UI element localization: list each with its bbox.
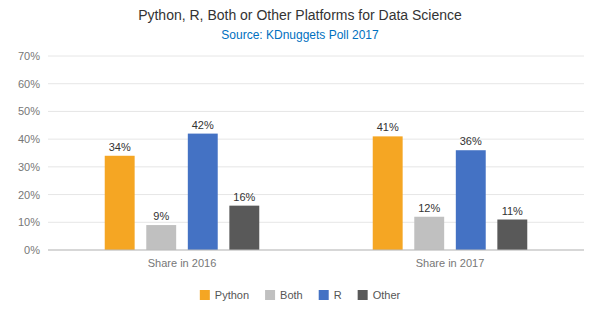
legend-swatch — [319, 290, 329, 300]
legend-label: Both — [280, 289, 303, 301]
legend-swatch — [200, 290, 210, 300]
bar — [497, 220, 527, 250]
grid — [48, 56, 584, 250]
data-label: 36% — [460, 135, 482, 147]
title: Python, R, Both or Other Platforms for D… — [138, 7, 462, 23]
bars — [105, 134, 528, 250]
data-label: 41% — [377, 121, 399, 133]
bar — [146, 225, 176, 250]
bar — [373, 136, 403, 250]
bar — [414, 217, 444, 250]
legend-label: Python — [215, 289, 249, 301]
grid-line — [48, 56, 584, 57]
y-tick-label: 70% — [18, 50, 40, 62]
bar — [188, 134, 218, 250]
bar — [456, 150, 486, 250]
grid-line — [48, 250, 584, 251]
y-tick-label: 10% — [18, 216, 40, 228]
legend-swatch — [265, 290, 275, 300]
bar — [229, 206, 259, 250]
y-tick-label: 30% — [18, 161, 40, 173]
legend-swatch — [358, 290, 368, 300]
data-labels: 34% 41% 9% 12% 42% 36% 16% 11% — [109, 119, 523, 222]
legend: Python Both R Other — [200, 289, 401, 301]
grid-line — [48, 139, 584, 140]
grid-line — [48, 111, 584, 112]
subtitle: Source: KDnuggets Poll 2017 — [221, 28, 379, 42]
data-label: 34% — [109, 141, 131, 153]
bar — [105, 156, 135, 250]
y-tick-label: 60% — [18, 78, 40, 90]
data-label: 16% — [233, 191, 255, 203]
x-axis-line — [48, 250, 584, 251]
chart: Python, R, Both or Other Platforms for D… — [0, 0, 600, 313]
y-tick-label: 50% — [18, 105, 40, 117]
y-tick-label: 0% — [24, 244, 40, 256]
legend-label: R — [334, 289, 342, 301]
data-label: 42% — [192, 119, 214, 131]
data-label: 11% — [502, 205, 523, 217]
data-label: 12% — [418, 202, 440, 214]
grid-line — [48, 83, 584, 84]
data-label: 9% — [153, 210, 169, 222]
y-tick-label: 20% — [18, 189, 40, 201]
legend-label: Other — [373, 289, 401, 301]
x-tick-label: Share in 2017 — [416, 257, 485, 269]
y-tick-label: 40% — [18, 133, 40, 145]
x-tick-label: Share in 2016 — [148, 257, 217, 269]
